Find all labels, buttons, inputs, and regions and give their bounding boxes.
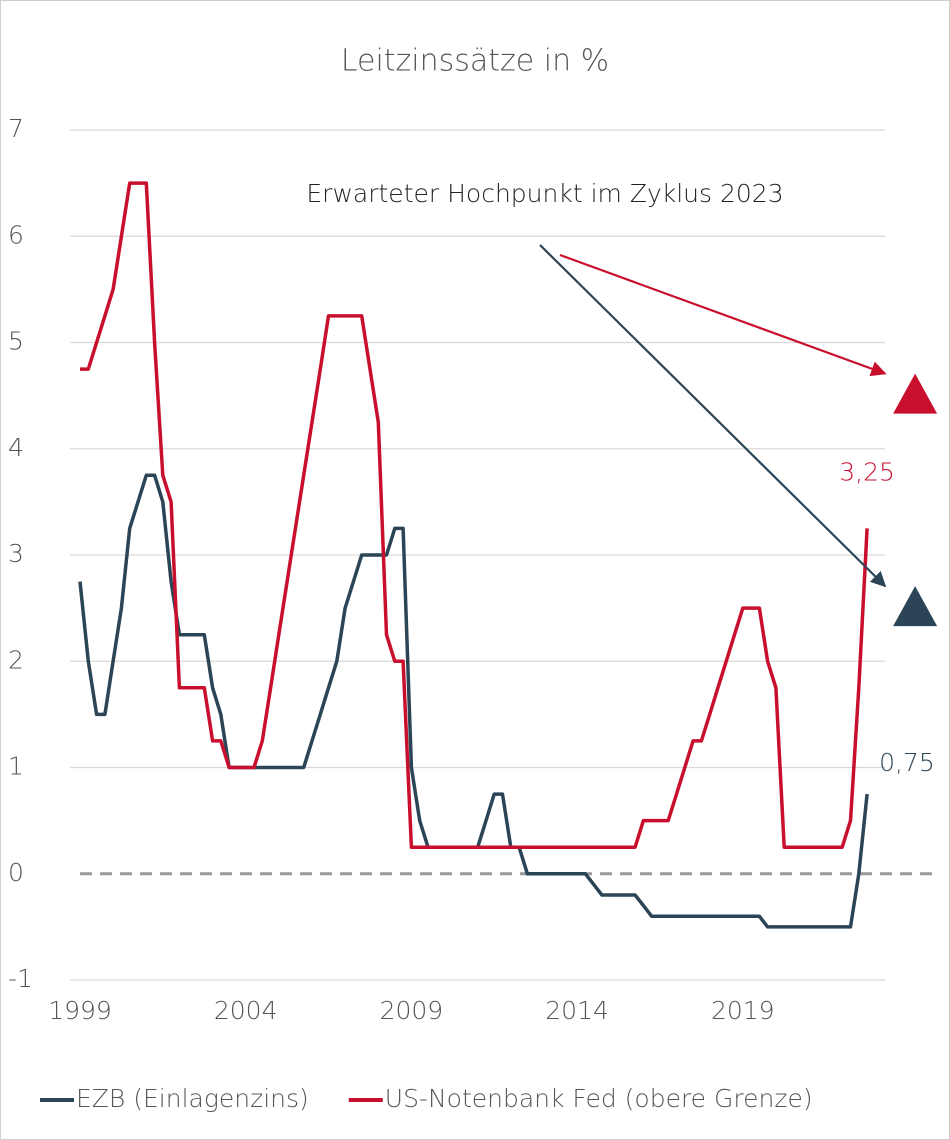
chart-title: Leitzinssätze in % (341, 44, 609, 79)
y-tick-label: 2 (8, 645, 24, 674)
y-tick-label: 6 (8, 220, 24, 249)
x-tick-label: 2019 (711, 996, 775, 1025)
x-tick-label: 2009 (380, 996, 444, 1025)
y-tick-label: 3 (8, 539, 24, 568)
y-tick-label: 1 (8, 752, 24, 781)
x-tick-label: 2004 (214, 996, 278, 1025)
end-label: 3,25 (839, 457, 895, 486)
x-tick-label: 2014 (545, 996, 609, 1025)
series-line (80, 181, 869, 849)
y-tick-label: 4 (8, 433, 24, 462)
y-tick-label: -1 (8, 964, 33, 993)
legend-label: US-Notenbank Fed (obere Grenze) (385, 1084, 813, 1113)
y-tick-label: 0 (8, 858, 24, 887)
peak-marker (893, 586, 938, 627)
annotation: Erwarteter Hochpunkt im Zyklus 2023 (306, 179, 783, 208)
legend-label: EZB (Einlagenzins) (76, 1084, 309, 1113)
x-tick-label: 1999 (48, 996, 112, 1025)
annotation-arrow (539, 244, 887, 588)
y-tick-label: 5 (8, 327, 24, 356)
end-label: 0,75 (879, 748, 935, 777)
peak-marker (893, 373, 938, 414)
y-tick-label: 7 (8, 114, 24, 143)
annotation-arrow (559, 253, 887, 377)
